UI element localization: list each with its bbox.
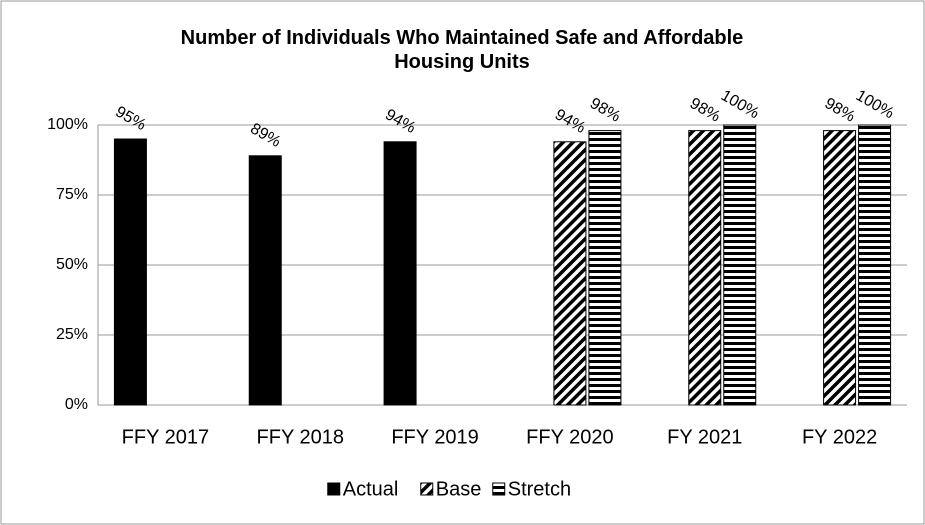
data-label: 98%	[587, 95, 623, 126]
legend-swatch	[420, 482, 434, 496]
x-tick-label: FY 2022	[802, 426, 877, 448]
x-tick-label: FFY 2018	[257, 426, 344, 448]
data-label: 100%	[853, 87, 897, 122]
legend-label: Stretch	[508, 478, 571, 500]
x-tick-label: FY 2021	[667, 426, 742, 448]
bar	[113, 138, 147, 406]
x-tick-label: FFY 2017	[122, 426, 209, 448]
y-tick-label: 75%	[56, 186, 88, 203]
bar	[383, 141, 417, 406]
data-label: 98%	[687, 95, 723, 126]
data-label: 98%	[822, 95, 858, 126]
y-tick-label: 25%	[56, 326, 88, 343]
x-tick-label: FFY 2020	[526, 426, 613, 448]
bar	[553, 141, 587, 406]
y-tick-label: 50%	[56, 256, 88, 273]
bar	[248, 155, 282, 406]
y-tick-label: 0%	[65, 396, 88, 413]
bar	[688, 130, 722, 406]
bar	[723, 124, 757, 406]
y-tick-label: 100%	[47, 116, 88, 133]
legend-swatch	[492, 482, 506, 496]
bar	[588, 130, 622, 406]
data-label: 95%	[112, 103, 148, 134]
bar	[858, 124, 892, 406]
chart-title: Number of Individuals Who Maintained Saf…	[180, 27, 744, 73]
legend-label: Base	[436, 478, 482, 500]
bar	[823, 130, 857, 406]
legend-label: Actual	[343, 478, 399, 500]
data-label: 94%	[552, 106, 588, 137]
data-label: 94%	[382, 106, 418, 137]
x-tick-label: FFY 2019	[391, 426, 478, 448]
data-label: 100%	[718, 87, 762, 122]
legend-swatch	[327, 482, 341, 496]
